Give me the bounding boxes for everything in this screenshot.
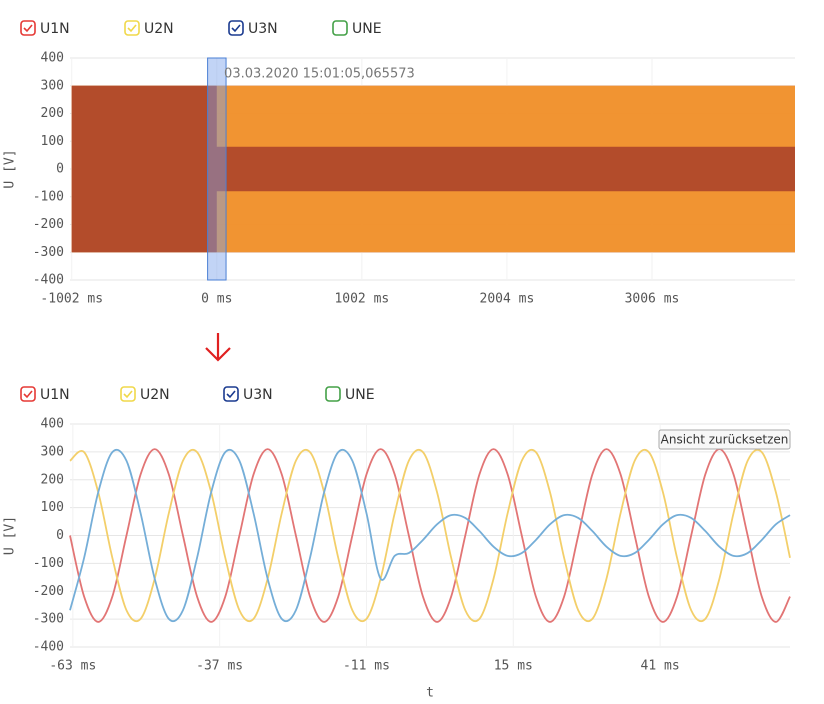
waveform-line bbox=[69, 448, 791, 623]
waveform-line bbox=[69, 448, 791, 623]
legend-check bbox=[231, 24, 241, 33]
x-axis-label: t bbox=[426, 686, 434, 701]
arrow bbox=[205, 333, 231, 362]
legend-label: U3N bbox=[243, 387, 273, 403]
y-tick-label: 400 bbox=[41, 51, 64, 66]
legend-checkbox[interactable] bbox=[228, 20, 244, 36]
y-tick-label: 0 bbox=[56, 528, 64, 543]
legend-checkbox[interactable] bbox=[20, 20, 36, 36]
x-tick-label: 0 ms bbox=[201, 292, 232, 307]
x-tick-label: -63 ms bbox=[49, 659, 96, 674]
x-tick-label: 3006 ms bbox=[625, 292, 680, 307]
y-tick-label: 200 bbox=[41, 472, 64, 487]
reset-view-button[interactable]: Ansicht zurücksetzen bbox=[658, 429, 791, 450]
waveform-band bbox=[71, 85, 795, 253]
legend-label: UNE bbox=[352, 21, 382, 37]
chart: U1N U2N U3N UNE 400 300 200 100 0 -100 -200 -300 -40… bbox=[3, 386, 791, 701]
button-label[interactable]: Ansicht zurücksetzen bbox=[661, 433, 789, 447]
x-tick-label: 15 ms bbox=[494, 659, 533, 674]
legend-item[interactable]: U1N bbox=[20, 386, 70, 403]
legend-label: U2N bbox=[144, 21, 174, 37]
x-tick-label: -1002 ms bbox=[40, 292, 103, 307]
selection-window[interactable] bbox=[207, 57, 227, 281]
x-tick-label: 41 ms bbox=[641, 659, 680, 674]
timestamp-annotation: 03.03.2020 15:01:05,065573 bbox=[224, 67, 415, 82]
y-axis-label: U [V] bbox=[3, 516, 18, 555]
arrow-head bbox=[205, 347, 231, 362]
y-tick-label: -100 bbox=[33, 189, 64, 204]
y-tick-label: 100 bbox=[41, 134, 64, 149]
y-tick-label: -400 bbox=[33, 273, 64, 288]
legend-item[interactable]: U3N bbox=[228, 20, 278, 37]
button-frame[interactable] bbox=[658, 429, 791, 450]
legend-item[interactable]: U1N bbox=[20, 20, 70, 37]
y-tick-label: -200 bbox=[33, 217, 64, 232]
y-tick-label: -200 bbox=[33, 584, 64, 599]
x-tick-label: 1002 ms bbox=[334, 292, 389, 307]
legend-check bbox=[23, 24, 33, 33]
legend-item[interactable]: UNE bbox=[332, 20, 382, 37]
y-tick-label: -300 bbox=[33, 612, 64, 627]
legend-check bbox=[23, 390, 33, 399]
x-tick-label: -11 ms bbox=[343, 659, 390, 674]
chart: U1N U2N U3N UNE 400 300 200 100 0 -100 -200 -300 -40… bbox=[3, 20, 795, 307]
legend-checkbox[interactable] bbox=[20, 386, 36, 402]
y-tick-label: 100 bbox=[41, 500, 64, 515]
legend-check bbox=[127, 24, 137, 33]
y-tick-label: 0 bbox=[56, 162, 64, 177]
y-tick-label: 300 bbox=[41, 444, 64, 459]
y-axis-label: U [V] bbox=[3, 149, 18, 188]
x-tick-label: -37 ms bbox=[196, 659, 243, 674]
legend-checkbox[interactable] bbox=[223, 386, 239, 402]
legend-item[interactable]: U3N bbox=[223, 386, 273, 403]
y-tick-label: 400 bbox=[41, 417, 64, 432]
y-tick-label: -300 bbox=[33, 245, 64, 260]
y-tick-label: 300 bbox=[41, 78, 64, 93]
y-tick-label: -400 bbox=[33, 640, 64, 655]
legend-label: U2N bbox=[140, 387, 170, 403]
legend-item[interactable]: UNE bbox=[325, 386, 375, 403]
legend-check bbox=[226, 390, 236, 399]
legend-check bbox=[123, 390, 133, 399]
legend-checkbox[interactable] bbox=[332, 20, 348, 36]
legend-item[interactable]: U2N bbox=[124, 20, 174, 37]
legend-item[interactable]: U2N bbox=[120, 386, 170, 403]
legend-checkbox[interactable] bbox=[325, 386, 341, 402]
legend-label: UNE bbox=[345, 387, 375, 403]
legend-label: U1N bbox=[40, 21, 70, 37]
y-tick-label: -100 bbox=[33, 556, 64, 571]
legend-label: U1N bbox=[40, 387, 70, 403]
legend-label: U3N bbox=[248, 21, 278, 37]
y-tick-label: 200 bbox=[41, 106, 64, 121]
x-tick-label: 2004 ms bbox=[480, 292, 535, 307]
legend-checkbox[interactable] bbox=[120, 386, 136, 402]
waveform-line bbox=[69, 448, 791, 623]
legend-checkbox[interactable] bbox=[124, 20, 140, 36]
